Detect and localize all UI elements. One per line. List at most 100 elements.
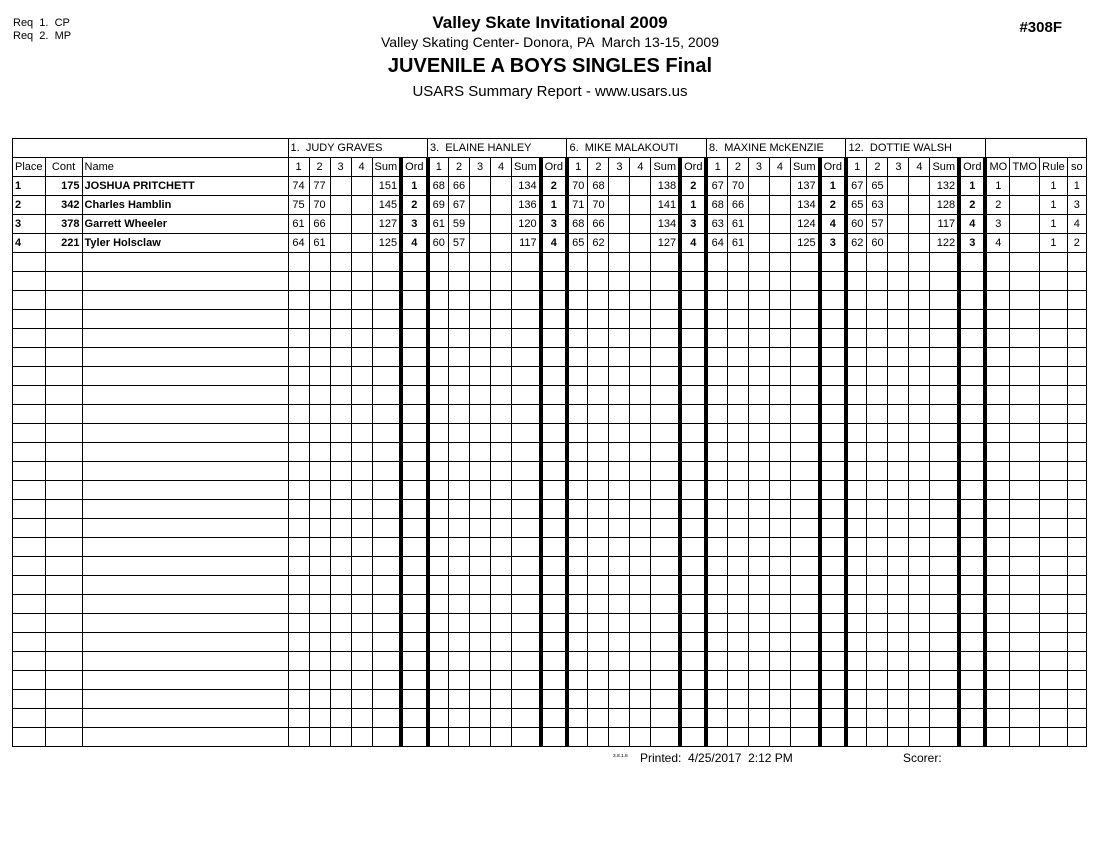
score-cell bbox=[747, 594, 770, 614]
score-cell bbox=[866, 442, 889, 462]
ordinal-cell bbox=[957, 404, 988, 424]
score-cell bbox=[308, 689, 331, 709]
sum-cell: 151 bbox=[371, 176, 402, 196]
place-cell bbox=[12, 252, 46, 272]
ordinal-cell bbox=[538, 689, 569, 709]
score-cell bbox=[726, 385, 749, 405]
rule-cell bbox=[1039, 594, 1068, 614]
score-cell bbox=[350, 594, 373, 614]
score-cell bbox=[490, 670, 512, 690]
score-cell bbox=[608, 404, 631, 424]
score-cell bbox=[608, 442, 631, 462]
score-cell: 62 bbox=[587, 233, 610, 253]
ordinal-cell bbox=[957, 271, 988, 291]
score-cell bbox=[427, 556, 449, 576]
sum-cell bbox=[371, 328, 402, 348]
tmo-cell bbox=[1009, 404, 1041, 424]
skater-name-cell bbox=[81, 252, 289, 272]
score-cell bbox=[629, 461, 652, 481]
score-cell bbox=[747, 575, 770, 595]
score-cell bbox=[887, 651, 910, 671]
sum-cell bbox=[510, 480, 542, 500]
tmo-cell bbox=[1009, 271, 1041, 291]
score-cell bbox=[866, 423, 889, 443]
score-cell bbox=[329, 423, 352, 443]
score-cell bbox=[329, 651, 352, 671]
score-cell bbox=[587, 347, 610, 367]
col-header-sum: Sum bbox=[510, 157, 542, 177]
skater-name-cell bbox=[81, 537, 289, 557]
contestant-number-cell bbox=[44, 271, 83, 291]
sum-cell bbox=[789, 613, 821, 633]
score-cell bbox=[629, 328, 652, 348]
sum-cell bbox=[371, 556, 402, 576]
score-cell bbox=[287, 575, 310, 595]
score-cell bbox=[726, 366, 749, 386]
score-cell bbox=[768, 518, 791, 538]
ordinal-cell bbox=[817, 651, 848, 671]
score-cell bbox=[908, 385, 931, 405]
ordinal-cell bbox=[538, 594, 569, 614]
mo-cell bbox=[984, 708, 1011, 728]
score-cell bbox=[469, 613, 491, 633]
sum-cell bbox=[789, 575, 821, 595]
score-cell bbox=[490, 176, 512, 196]
score-cell bbox=[308, 556, 331, 576]
ordinal-cell bbox=[399, 537, 430, 557]
mo-cell: 3 bbox=[984, 214, 1011, 234]
sum-cell bbox=[789, 518, 821, 538]
score-cell bbox=[308, 632, 331, 652]
skater-name-cell bbox=[81, 708, 289, 728]
ordinal-cell bbox=[817, 442, 848, 462]
ordinal-cell bbox=[678, 442, 709, 462]
so-cell bbox=[1066, 727, 1087, 747]
score-cell bbox=[490, 518, 512, 538]
score-cell bbox=[427, 309, 449, 329]
ordinal-cell bbox=[538, 518, 569, 538]
so-cell bbox=[1066, 708, 1087, 728]
mo-cell bbox=[984, 594, 1011, 614]
sum-cell bbox=[650, 499, 681, 519]
score-cell bbox=[747, 537, 770, 557]
score-cell bbox=[768, 613, 791, 633]
place-cell: 4 bbox=[12, 233, 46, 253]
score-cell bbox=[469, 632, 491, 652]
score-cell bbox=[287, 442, 310, 462]
score-cell bbox=[350, 461, 373, 481]
contestant-number-cell bbox=[44, 632, 83, 652]
empty-row bbox=[12, 347, 1087, 367]
mo-cell: 2 bbox=[984, 195, 1011, 215]
score-cell bbox=[329, 176, 352, 196]
score-cell bbox=[629, 556, 652, 576]
rule-cell bbox=[1039, 727, 1068, 747]
sum-cell bbox=[371, 461, 402, 481]
score-cell bbox=[308, 708, 331, 728]
score-cell bbox=[887, 404, 910, 424]
ordinal-cell bbox=[957, 613, 988, 633]
sum-cell bbox=[789, 708, 821, 728]
score-cell bbox=[866, 689, 889, 709]
ordinal-cell bbox=[957, 480, 988, 500]
score-cell: 65 bbox=[566, 233, 589, 253]
sum-cell bbox=[789, 328, 821, 348]
mo-cell bbox=[984, 290, 1011, 310]
score-cell bbox=[747, 385, 770, 405]
score-cell bbox=[350, 708, 373, 728]
col-header-trial-2: 2 bbox=[587, 157, 610, 177]
score-cell bbox=[490, 537, 512, 557]
empty-row bbox=[12, 423, 1087, 443]
score-cell: 60 bbox=[845, 214, 868, 234]
ordinal-cell bbox=[538, 461, 569, 481]
sum-cell bbox=[510, 404, 542, 424]
score-cell bbox=[747, 708, 770, 728]
ordinal-cell bbox=[678, 499, 709, 519]
score-cell: 63 bbox=[705, 214, 728, 234]
sum-cell: 125 bbox=[371, 233, 402, 253]
mo-cell bbox=[984, 461, 1011, 481]
score-cell bbox=[448, 632, 470, 652]
score-cell bbox=[705, 499, 728, 519]
score-cell bbox=[448, 328, 470, 348]
ordinal-cell: 3 bbox=[678, 214, 709, 234]
score-cell bbox=[490, 290, 512, 310]
contestant-number-cell bbox=[44, 328, 83, 348]
